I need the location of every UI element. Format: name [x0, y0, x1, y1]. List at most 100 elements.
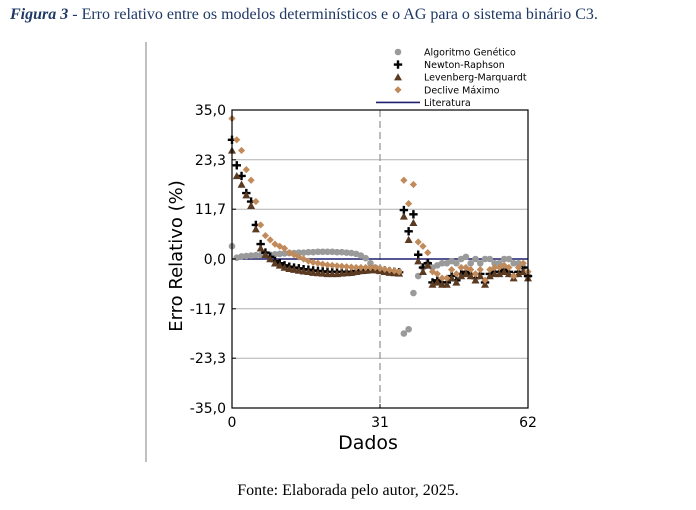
legend-swatch	[393, 60, 403, 69]
data-point-levenberg-marquardt	[519, 267, 528, 275]
data-point-declive-maximo	[247, 176, 255, 184]
data-point-declive-maximo	[438, 274, 446, 282]
data-point-algoritmo-genetico	[472, 255, 479, 263]
legend-label: Algoritmo Genético	[424, 48, 516, 59]
data-point-levenberg-marquardt	[500, 267, 509, 275]
data-point-algoritmo-genetico	[405, 325, 412, 333]
data-point-levenberg-marquardt	[280, 263, 289, 271]
y-tick-label: -11,7	[190, 302, 226, 318]
data-point-levenberg-marquardt	[433, 278, 442, 286]
data-point-algoritmo-genetico	[400, 330, 408, 337]
legend-item-newton-raphson: Newton-Raphson	[393, 60, 505, 71]
data-point-declive-maximo	[295, 253, 303, 261]
data-point-declive-maximo	[333, 262, 341, 270]
data-point-algoritmo-genetico	[276, 250, 284, 258]
data-point-declive-maximo	[481, 276, 489, 284]
data-point-algoritmo-genetico	[295, 249, 303, 256]
data-point-algoritmo-genetico	[505, 255, 513, 263]
data-point-algoritmo-genetico	[328, 248, 336, 256]
data-point-declive-maximo	[257, 221, 265, 229]
data-point-levenberg-marquardt	[399, 212, 408, 220]
data-point-declive-maximo	[371, 263, 379, 272]
data-point-declive-maximo	[314, 259, 322, 267]
legend-label: Newton-Raphson	[424, 60, 505, 71]
data-point-declive-maximo	[390, 267, 398, 275]
data-point-declive-maximo	[304, 257, 312, 265]
data-point-declive-maximo	[233, 136, 241, 144]
data-point-algoritmo-genetico	[453, 259, 460, 267]
data-point-levenberg-marquardt	[294, 266, 303, 274]
data-point-levenberg-marquardt	[313, 269, 322, 277]
legend-item-literatura: Literatura	[376, 98, 471, 109]
data-point-declive-maximo	[357, 263, 365, 272]
data-point-algoritmo-genetico	[281, 250, 288, 257]
y-tick-label: -23,3	[190, 351, 226, 367]
data-point-declive-maximo	[452, 270, 460, 278]
data-point-algoritmo-genetico	[338, 248, 346, 256]
data-point-declive-maximo	[237, 146, 246, 155]
x-tick-label: 0	[228, 415, 237, 431]
data-point-declive-maximo	[381, 265, 389, 273]
data-point-levenberg-marquardt	[266, 255, 275, 263]
legend-swatch	[394, 48, 402, 56]
legend-swatch	[394, 73, 402, 81]
data-point-levenberg-marquardt	[442, 280, 451, 288]
data-point-declive-maximo	[328, 261, 336, 269]
data-point-levenberg-marquardt	[232, 171, 241, 180]
data-point-declive-maximo	[424, 249, 432, 257]
data-point-declive-maximo	[409, 180, 418, 189]
data-point-newton-raphson	[232, 161, 241, 170]
legend-label: Declive Máximo	[424, 85, 500, 96]
data-point-levenberg-marquardt	[318, 269, 327, 277]
data-point-algoritmo-genetico	[333, 248, 341, 256]
figure-caption: Figura 3 - Erro relativo entre os modelo…	[10, 6, 690, 24]
data-point-levenberg-marquardt	[457, 272, 466, 280]
legend-swatch	[394, 86, 402, 94]
data-point-algoritmo-genetico	[300, 249, 307, 256]
figure-label: Figura 3	[10, 6, 69, 23]
data-point-levenberg-marquardt	[251, 225, 260, 233]
figure-caption-text: - Erro relativo entre os modelos determi…	[68, 6, 598, 23]
data-point-levenberg-marquardt	[290, 265, 299, 273]
data-point-levenberg-marquardt	[247, 201, 256, 209]
data-point-declive-maximo	[261, 231, 270, 240]
data-point-levenberg-marquardt	[275, 261, 284, 269]
data-point-algoritmo-genetico	[510, 259, 517, 267]
data-point-algoritmo-genetico	[476, 259, 484, 267]
data-point-declive-maximo	[414, 238, 422, 246]
data-point-levenberg-marquardt	[261, 250, 270, 258]
data-point-declive-maximo	[362, 263, 370, 272]
data-point-declive-maximo	[395, 268, 403, 276]
y-tick-label: 23,3	[195, 153, 226, 169]
data-point-declive-maximo	[467, 266, 475, 274]
data-point-declive-maximo	[280, 244, 289, 252]
data-point-algoritmo-genetico	[367, 259, 374, 267]
data-point-algoritmo-genetico	[314, 248, 322, 256]
data-point-levenberg-marquardt	[242, 191, 251, 199]
data-point-declive-maximo	[448, 266, 456, 274]
data-point-algoritmo-genetico	[243, 252, 250, 260]
data-point-algoritmo-genetico	[500, 255, 508, 263]
data-point-levenberg-marquardt	[256, 244, 265, 252]
data-point-levenberg-marquardt	[466, 272, 475, 280]
legend-item-levenberg-marquardt: Levenberg-Marquardt	[394, 73, 527, 84]
y-axis-ticks: 35,0 23,3 11,7 0,0 -11,7 -23,3 -35,0	[190, 103, 236, 417]
legend-label: Levenberg-Marquardt	[424, 73, 527, 84]
data-point-algoritmo-genetico	[252, 251, 260, 259]
data-point-declive-maximo	[443, 274, 451, 282]
data-point-declive-maximo	[285, 249, 293, 257]
data-point-declive-maximo	[419, 242, 427, 250]
data-point-declive-maximo	[457, 263, 465, 272]
data-point-declive-maximo	[505, 263, 513, 272]
data-point-declive-maximo	[319, 260, 327, 268]
x-axis-ticks: 0 31 62	[228, 404, 537, 431]
data-point-levenberg-marquardt	[237, 180, 246, 188]
data-point-algoritmo-genetico	[462, 253, 470, 261]
data-point-levenberg-marquardt	[423, 261, 432, 269]
x-tick-label: 31	[371, 415, 389, 431]
chart-marks	[227, 114, 533, 337]
y-tick-label: 11,7	[195, 202, 226, 218]
data-point-declive-maximo	[514, 263, 523, 272]
data-point-algoritmo-genetico	[491, 259, 498, 267]
data-point-levenberg-marquardt	[461, 269, 470, 278]
